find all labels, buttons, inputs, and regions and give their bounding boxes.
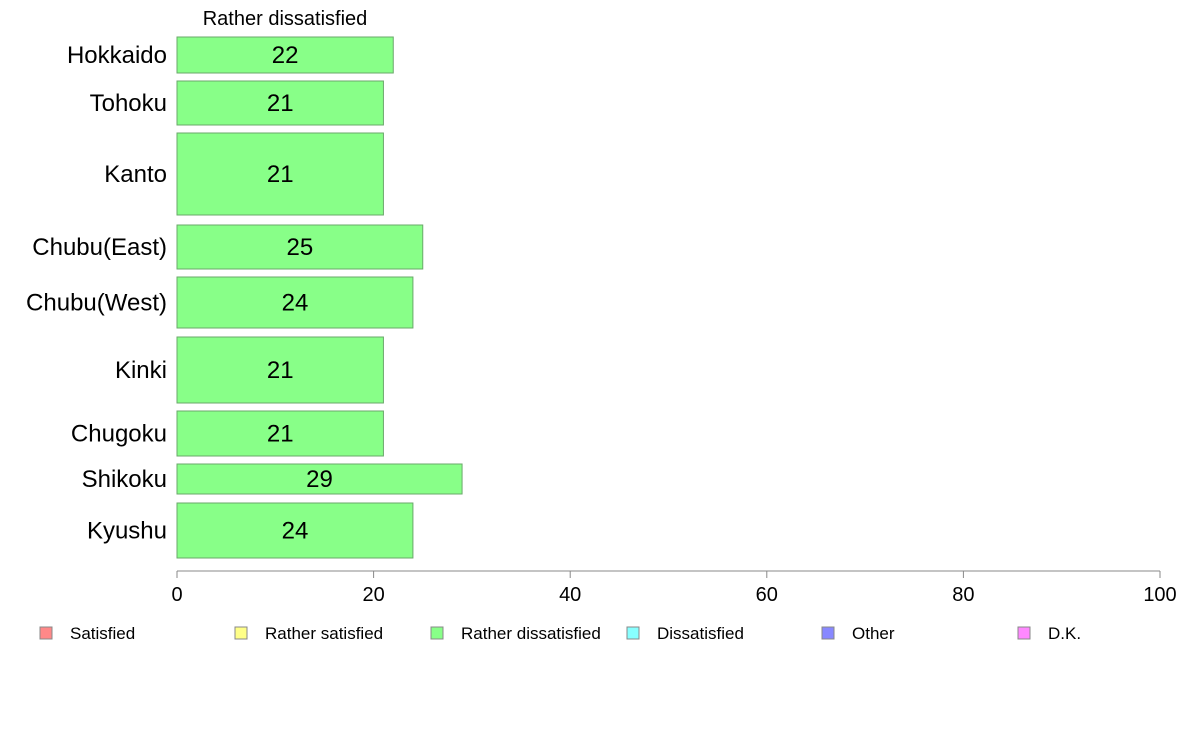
bar-kanto xyxy=(176,132,384,216)
value-label: 22 xyxy=(272,42,299,69)
legend-label: Satisfied xyxy=(70,624,135,643)
bar-shikoku xyxy=(176,463,463,495)
legend-label: Rather dissatisfied xyxy=(461,624,601,643)
value-label: 21 xyxy=(267,357,294,384)
x-tick-label: 60 xyxy=(756,584,778,606)
bar-chubu-east xyxy=(176,224,424,270)
bar-kyushu xyxy=(176,502,414,559)
category-label: Tohoku xyxy=(90,90,167,117)
bars-group: Hokkaido 22 Tohoku 21 Kanto 21 Chubu(East) 25 Ch… xyxy=(26,36,463,559)
category-label: Chubu(East) xyxy=(32,234,167,261)
x-tick-label: 80 xyxy=(952,584,974,606)
x-tick-label: 0 xyxy=(171,584,182,606)
value-label: 24 xyxy=(282,518,309,545)
category-label: Chugoku xyxy=(71,421,167,448)
legend-label: D.K. xyxy=(1048,624,1081,643)
value-label: 21 xyxy=(267,90,294,117)
legend-swatch xyxy=(430,626,444,640)
bar-tohoku xyxy=(176,80,384,126)
value-label: 25 xyxy=(287,234,314,261)
category-label: Hokkaido xyxy=(67,42,167,69)
legend: Satisfied Rather satisfied Rather dissatis… xyxy=(39,624,1081,643)
category-label: Chubu(West) xyxy=(26,290,167,317)
legend-swatch xyxy=(39,626,53,640)
x-tick-label: 40 xyxy=(559,584,581,606)
value-label: 24 xyxy=(282,290,309,317)
legend-swatch xyxy=(234,626,248,640)
x-axis: 0 20 40 60 80 100 xyxy=(171,570,1177,606)
value-label: 21 xyxy=(267,161,294,188)
legend-label: Other xyxy=(852,624,895,643)
legend-swatch xyxy=(626,626,640,640)
legend-label: Rather satisfied xyxy=(265,624,383,643)
legend-label: Dissatisfied xyxy=(657,624,744,643)
category-label: Kanto xyxy=(104,161,167,188)
value-label: 29 xyxy=(306,466,333,493)
legend-swatch xyxy=(1017,626,1031,640)
category-label: Kinki xyxy=(115,357,167,384)
bar-hokkaido xyxy=(176,36,394,74)
x-tick-label: 100 xyxy=(1143,584,1176,606)
bar-chugoku xyxy=(176,410,384,457)
x-tick-label: 20 xyxy=(362,584,384,606)
bar-chubu-west xyxy=(176,276,414,329)
series-title: Rather dissatisfied xyxy=(203,8,368,30)
category-label: Shikoku xyxy=(82,466,167,493)
legend-swatch xyxy=(821,626,835,640)
category-label: Kyushu xyxy=(87,518,167,545)
value-label: 21 xyxy=(267,421,294,448)
bar-kinki xyxy=(176,336,384,404)
